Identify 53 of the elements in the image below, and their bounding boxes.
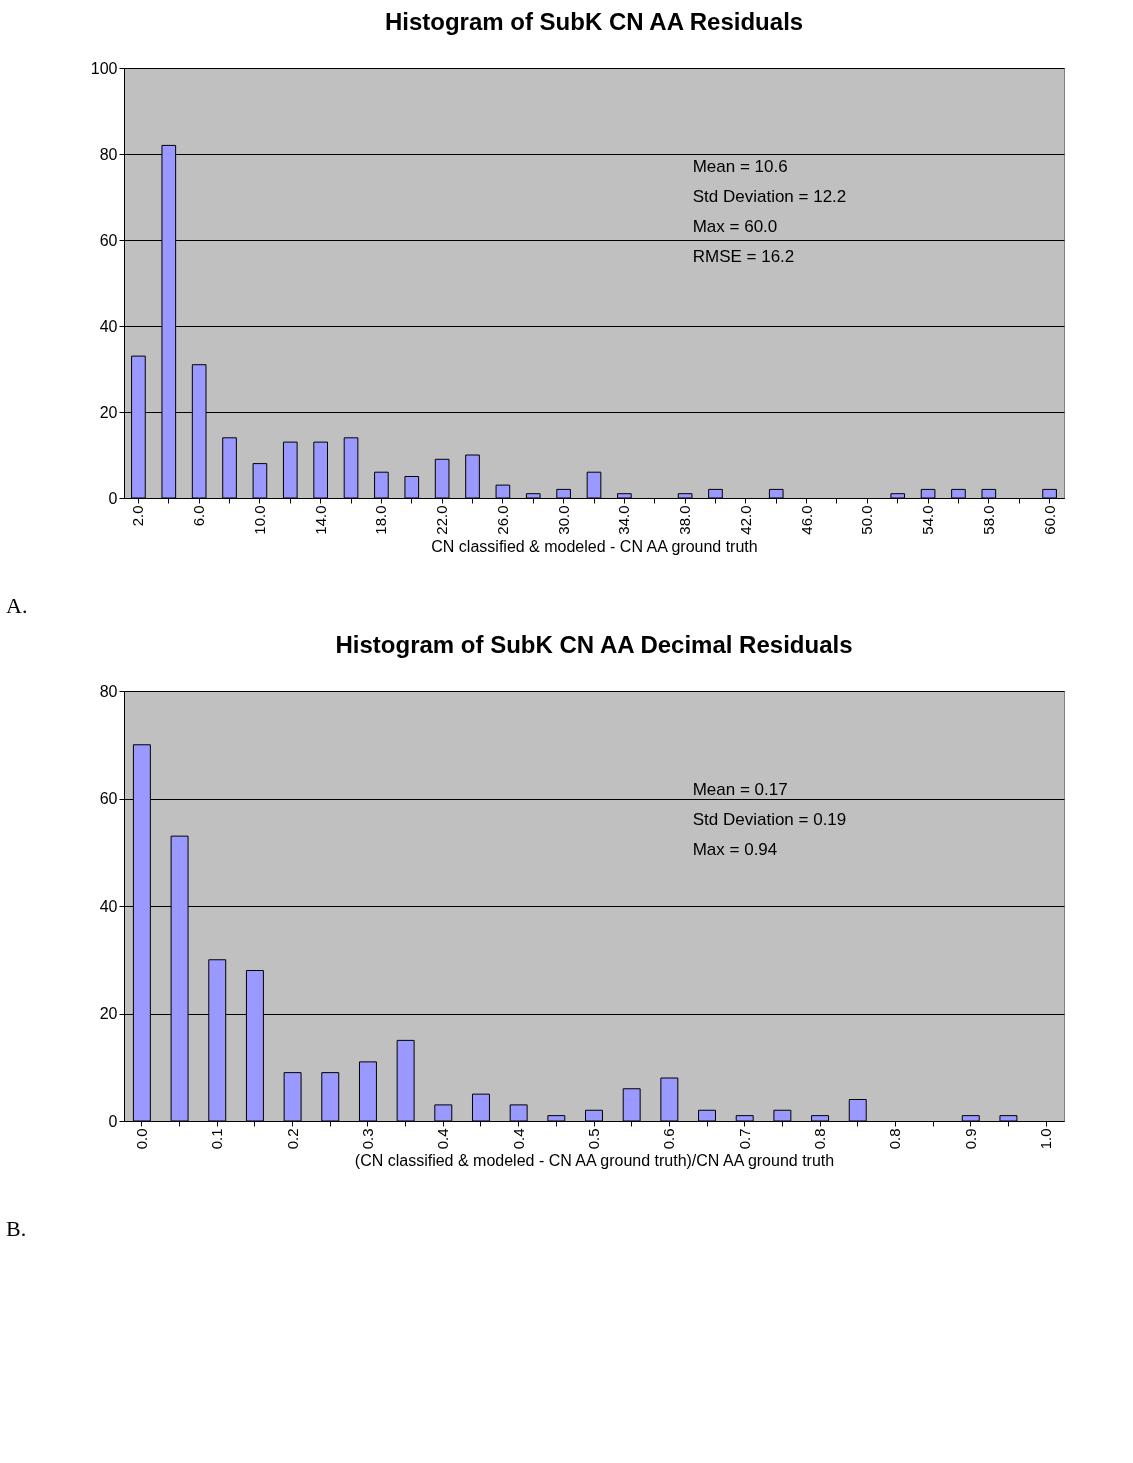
- annotation: Max = 0.94: [692, 839, 778, 859]
- x-tick-label: 0.1: [208, 1128, 226, 1150]
- y-tick-label: 0: [108, 489, 118, 507]
- x-tick-label: 0.8: [811, 1128, 829, 1150]
- x-tick-label: 50.0: [858, 505, 876, 535]
- x-tick-label: 38.0: [676, 505, 694, 535]
- y-tick-label: 20: [99, 1005, 118, 1022]
- x-tick-label: 14.0: [311, 505, 329, 535]
- x-tick-label: 0.2: [283, 1128, 301, 1150]
- x-tick-label: 10.0: [250, 505, 268, 535]
- y-tick-label: 60: [99, 790, 118, 807]
- x-tick-label: 0.6: [660, 1128, 678, 1150]
- chart-title: Histogram of SubK CN AA Residuals: [384, 8, 804, 35]
- y-tick-label: 0: [108, 1112, 118, 1130]
- x-tick-label: 0.0: [132, 1128, 150, 1150]
- x-tick-label: 0.8: [886, 1128, 904, 1150]
- x-tick-label: 0.3: [358, 1128, 376, 1150]
- chart-title: Histogram of SubK CN AA Decimal Residuals: [335, 631, 853, 658]
- x-tick-label: 60.0: [1040, 505, 1058, 535]
- x-tick-label: 0.9: [961, 1128, 979, 1150]
- y-tick-label: 60: [99, 231, 118, 249]
- x-tick-label: 18.0: [372, 505, 390, 535]
- x-tick-label: 30.0: [554, 505, 572, 535]
- x-tick-label: 0.4: [509, 1128, 527, 1150]
- text: A.: [6, 593, 28, 618]
- x-tick-label: 1.0: [1037, 1128, 1055, 1150]
- annotation: Max = 60.0: [692, 216, 778, 236]
- x-tick-label: 46.0: [797, 505, 815, 535]
- y-tick-label: 80: [99, 145, 118, 163]
- x-tick-label: 58.0: [979, 505, 997, 535]
- x-tick-label: 54.0: [919, 505, 937, 535]
- y-tick-label: 20: [99, 403, 118, 421]
- x-tick-label: 34.0: [615, 505, 633, 535]
- text: B.: [6, 1216, 27, 1241]
- annotation: Std Deviation = 0.19: [692, 809, 847, 829]
- y-tick-label: 100: [90, 59, 118, 77]
- annotation: RMSE = 16.2: [692, 246, 795, 266]
- x-tick-label: 0.4: [434, 1128, 452, 1150]
- x-tick-label: 6.0: [190, 505, 208, 527]
- annotation: Mean = 0.17: [692, 779, 788, 799]
- x-axis-title: CN classified & modeled - CN AA ground truth: [431, 537, 758, 555]
- x-tick-label: 0.7: [735, 1128, 753, 1150]
- x-tick-label: 22.0: [433, 505, 451, 535]
- y-tick-label: 40: [99, 317, 118, 335]
- y-tick-label: 80: [99, 682, 118, 700]
- x-tick-label: 0.5: [585, 1128, 602, 1150]
- x-tick-label: 2.0: [129, 505, 147, 527]
- x-tick-label: 26.0: [493, 505, 511, 535]
- y-tick-label: 40: [99, 897, 118, 915]
- annotation: Mean = 10.6: [692, 156, 788, 176]
- x-axis-title: (CN classified & modeled - CN AA ground truth)/CN AA ground truth: [354, 1152, 835, 1170]
- x-tick-label: 42.0: [736, 505, 754, 535]
- annotation: Std Deviation = 12.2: [692, 186, 847, 206]
